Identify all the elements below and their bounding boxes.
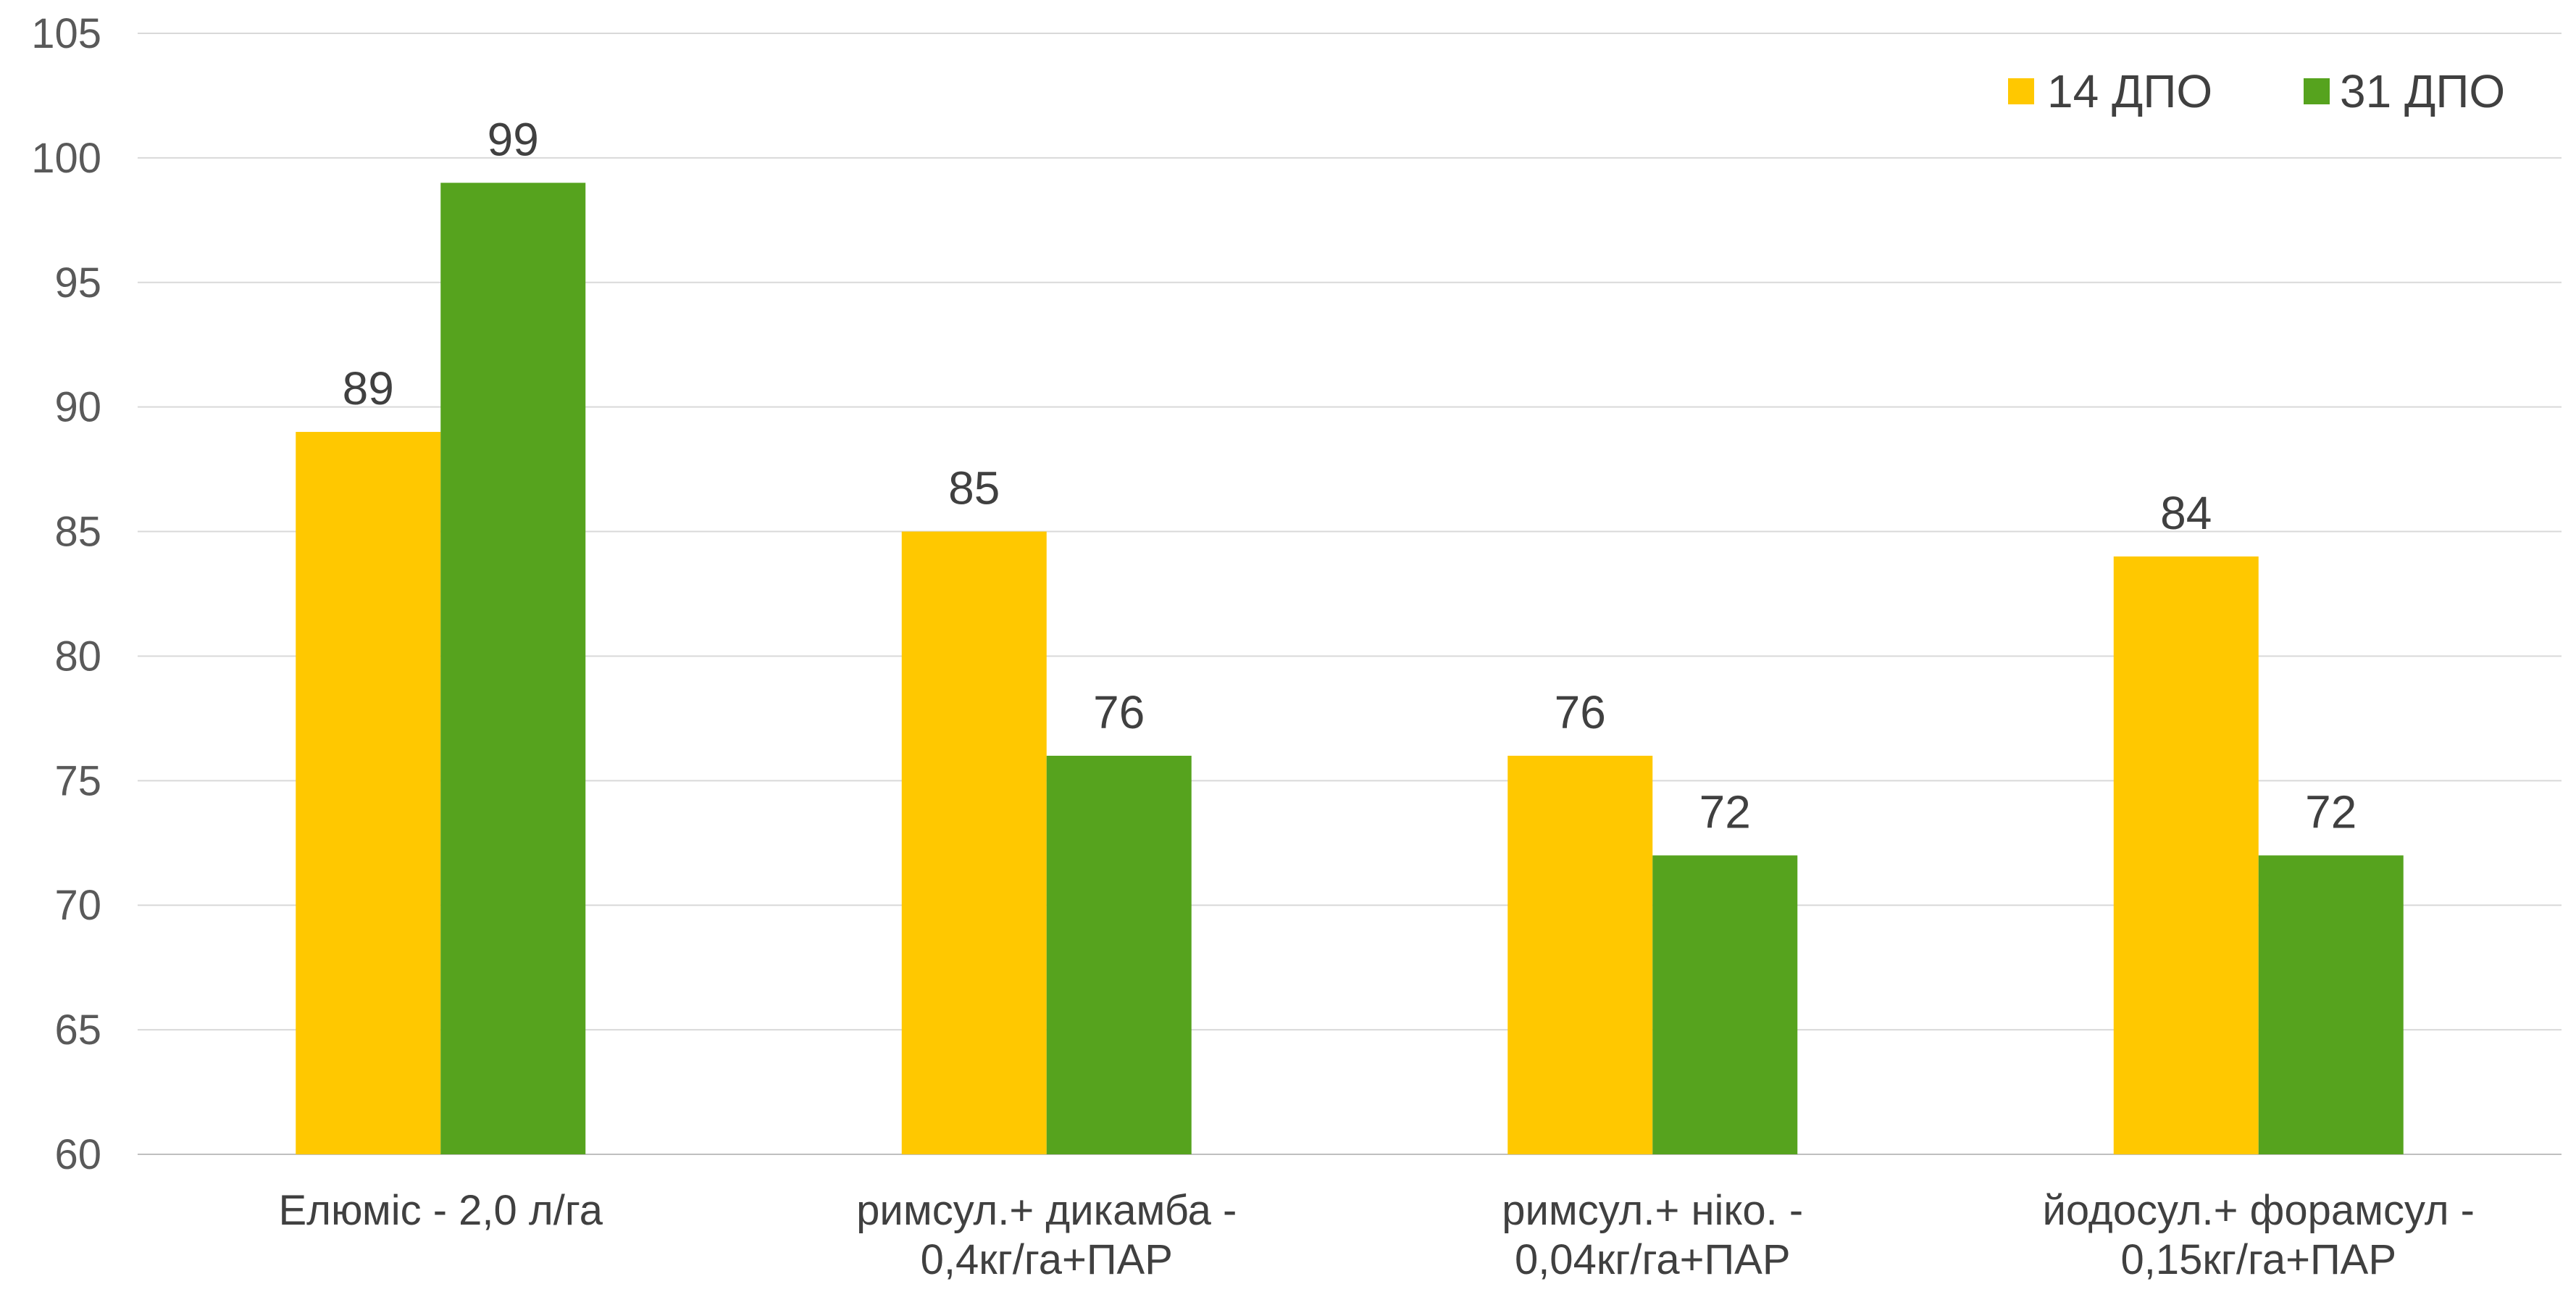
legend-label: 31 ДПО: [2340, 65, 2505, 117]
x-category-label: Елюміс - 2,0 л/га: [278, 1187, 603, 1234]
data-label: 99: [488, 113, 539, 165]
x-category-label: 0,04кг/га+ПАР: [1515, 1236, 1791, 1283]
bar-series2: [2258, 855, 2404, 1154]
x-category-label: йодосул.+ форамсул -: [2042, 1187, 2475, 1234]
data-label: 85: [948, 462, 1000, 514]
y-tick-label: 75: [54, 757, 101, 804]
x-category-label: 0,4кг/га+ПАР: [921, 1236, 1173, 1283]
bar-series1: [1507, 755, 1653, 1154]
data-label: 84: [2160, 487, 2212, 539]
data-label: 76: [1093, 686, 1145, 738]
y-tick-label: 85: [54, 509, 101, 556]
x-category-label: римсул.+ ніко. -: [1502, 1187, 1803, 1234]
y-tick-label: 105: [31, 10, 101, 57]
data-label: 72: [2305, 785, 2357, 838]
y-tick-label: 65: [54, 1006, 101, 1054]
y-tick-label: 95: [54, 259, 101, 307]
data-label: 72: [1699, 785, 1751, 838]
bar-series2: [1046, 755, 1192, 1154]
bar-series2: [440, 183, 586, 1155]
data-label: 89: [343, 362, 394, 414]
data-label: 76: [1555, 686, 1606, 738]
bar-series1: [901, 531, 1047, 1154]
y-tick-label: 80: [54, 633, 101, 680]
x-category-label: 0,15кг/га+ПАР: [2120, 1236, 2396, 1283]
bar-series1: [296, 432, 441, 1154]
bar-series2: [1652, 855, 1798, 1154]
legend-label: 14 ДПО: [2047, 65, 2212, 117]
y-tick-label: 60: [54, 1131, 101, 1178]
legend-swatch: [2304, 78, 2330, 104]
bar-series1: [2113, 556, 2259, 1154]
legend-swatch: [2008, 78, 2034, 104]
y-tick-label: 70: [54, 882, 101, 929]
y-tick-label: 90: [54, 384, 101, 431]
x-category-label: римсул.+ дикамба -: [856, 1187, 1237, 1234]
y-tick-label: 100: [31, 135, 101, 182]
